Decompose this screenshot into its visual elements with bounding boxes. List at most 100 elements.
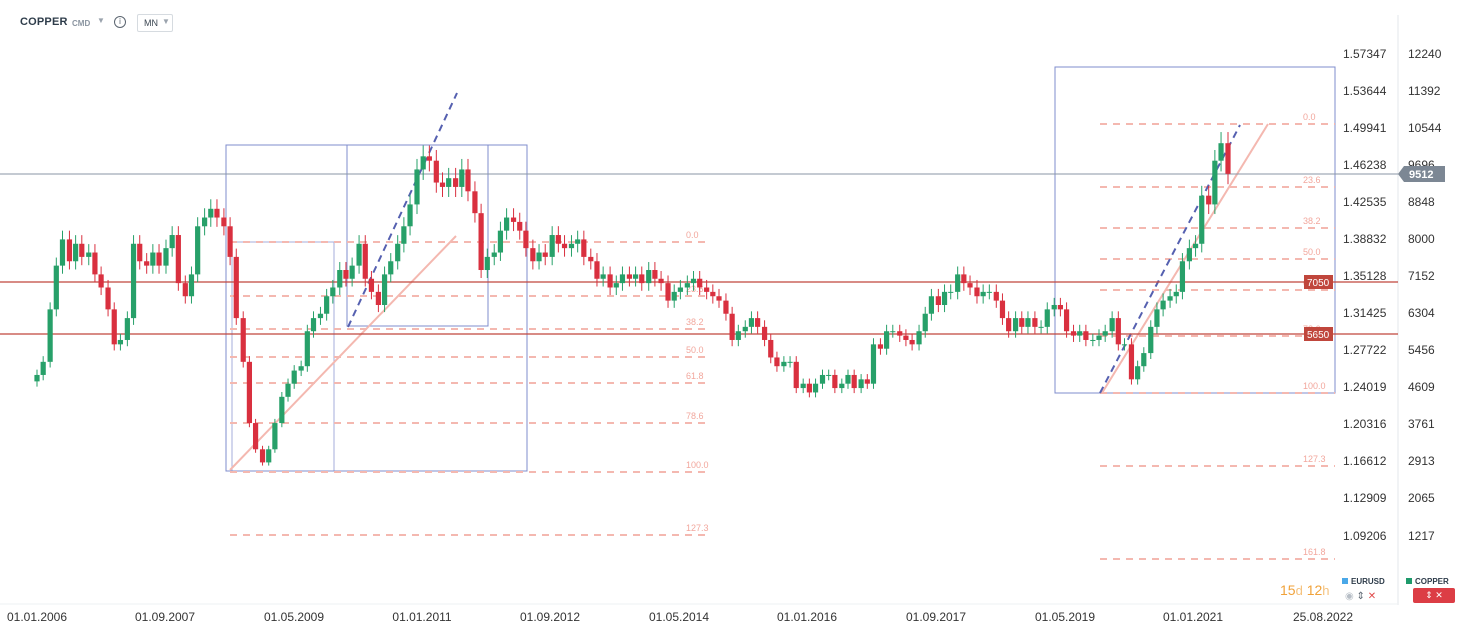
- candle-body: [240, 318, 246, 362]
- symbol-dropdown-chevron-icon[interactable]: ▼: [97, 16, 105, 25]
- candle-body: [594, 261, 600, 279]
- candle-body: [845, 374, 851, 384]
- candle-body: [980, 291, 986, 297]
- candle-body: [697, 278, 703, 288]
- reorder-icon[interactable]: ⇕: [1356, 591, 1365, 602]
- legend-item-copper[interactable]: COPPER: [1406, 577, 1449, 586]
- candle-body: [916, 331, 922, 345]
- candle-body: [349, 265, 355, 279]
- candle-body: [716, 296, 722, 301]
- timeframe-select[interactable]: MN ▼: [137, 14, 173, 32]
- candle-body: [626, 274, 633, 279]
- candle-body: [1044, 309, 1050, 327]
- candle-body: [619, 274, 626, 284]
- legend-label: EURUSD: [1351, 577, 1385, 586]
- eye-icon[interactable]: ◉: [1345, 591, 1354, 602]
- level-tag-label: 7050: [1307, 278, 1330, 289]
- fib-level-label: 100.0: [1303, 381, 1326, 391]
- candle-body: [439, 182, 446, 187]
- candle-body: [130, 243, 137, 319]
- candle-body: [86, 252, 92, 257]
- candle-body: [175, 235, 181, 284]
- legend-item-eurusd[interactable]: EURUSD: [1342, 577, 1385, 586]
- candle-body: [66, 239, 73, 262]
- candle-body: [504, 217, 510, 231]
- fibonacci-tools[interactable]: 0.0 23.6 38.2 50.0 61.8 78.6 100.0 127.3 0.0 23.6…: [225, 66, 1336, 560]
- candle-body: [793, 361, 799, 389]
- candle-body: [581, 239, 587, 257]
- candle-body: [401, 226, 407, 244]
- close-icon[interactable]: ✕: [1435, 590, 1443, 600]
- candle-body: [79, 243, 85, 257]
- fib-level-label: 161.8: [1303, 547, 1326, 557]
- countdown-days: 15: [1280, 582, 1296, 598]
- legend-swatch: [1406, 578, 1412, 584]
- fib-level-label: 23.6: [1303, 175, 1321, 185]
- candle-body: [781, 361, 787, 367]
- y-tick-label-right: 12240: [1408, 47, 1442, 61]
- y-tick-label-left: 1.46238: [1343, 158, 1387, 172]
- candle-body: [298, 366, 304, 371]
- candle-body: [356, 243, 362, 266]
- x-tick-label: 01.09.2017: [906, 610, 966, 624]
- candle-body: [774, 357, 780, 367]
- info-icon[interactable]: i: [114, 16, 126, 28]
- candle-body: [671, 291, 677, 301]
- candle-body: [941, 291, 948, 305]
- candle-body: [414, 169, 420, 205]
- y-tick-label-right: 11392: [1408, 84, 1441, 98]
- candle-body: [202, 217, 208, 227]
- timeframe-value: MN: [144, 18, 158, 28]
- candle-body: [156, 252, 162, 266]
- reorder-icon[interactable]: ⇕: [1425, 590, 1433, 600]
- candle-body: [1096, 335, 1102, 340]
- candle-body: [935, 296, 941, 305]
- candle-body: [723, 300, 729, 314]
- candle-body: [974, 287, 980, 297]
- axes: 1224011392105449696884880007152630454564…: [7, 47, 1445, 624]
- candle-body: [993, 291, 999, 301]
- candle-body: [1154, 309, 1160, 327]
- candle-body: [246, 361, 253, 424]
- candle-body: [208, 208, 214, 218]
- candle-body: [426, 156, 432, 161]
- candle-body: [1225, 143, 1231, 174]
- copper-tools: ⇕ ✕: [1413, 588, 1455, 603]
- fib-level-label: 127.3: [1303, 454, 1326, 464]
- candle-body: [433, 160, 439, 183]
- y-tick-label-right: 6304: [1408, 306, 1435, 320]
- fib-level-label: 23.6: [686, 284, 704, 294]
- fib-level-label: 38.2: [1303, 216, 1321, 226]
- candle-body: [163, 248, 169, 266]
- candle-body: [955, 274, 961, 292]
- trend-line: [1099, 124, 1241, 394]
- candle-body: [324, 296, 330, 314]
- candle-body: [646, 270, 652, 284]
- candle-body: [735, 331, 741, 340]
- y-tick-label-left: 1.24019: [1343, 380, 1387, 394]
- candle-body: [530, 248, 536, 262]
- candle-body: [497, 230, 504, 253]
- y-tick-label-left: 1.12909: [1343, 491, 1387, 505]
- x-tick-label: 01.05.2014: [649, 610, 709, 624]
- close-icon[interactable]: ✕: [1367, 591, 1377, 602]
- candle-body: [561, 243, 568, 249]
- y-tick-label-right: 10544: [1408, 121, 1442, 135]
- symbol-name[interactable]: COPPER: [20, 16, 68, 28]
- candle-body: [897, 331, 903, 336]
- candle-body: [1025, 318, 1031, 327]
- countdown-hours: 12: [1306, 582, 1323, 598]
- candle-body: [864, 379, 870, 384]
- candle-body: [47, 309, 53, 362]
- candle-body: [420, 156, 426, 170]
- candle-body: [568, 243, 575, 249]
- y-tick-label-left: 1.09206: [1343, 529, 1387, 543]
- candle-body: [53, 265, 59, 310]
- candle-body: [98, 274, 104, 288]
- candle-body: [729, 313, 735, 340]
- candle-body: [137, 243, 143, 262]
- candle-body: [310, 318, 317, 332]
- candle-body: [928, 296, 935, 314]
- candle-body: [465, 169, 471, 192]
